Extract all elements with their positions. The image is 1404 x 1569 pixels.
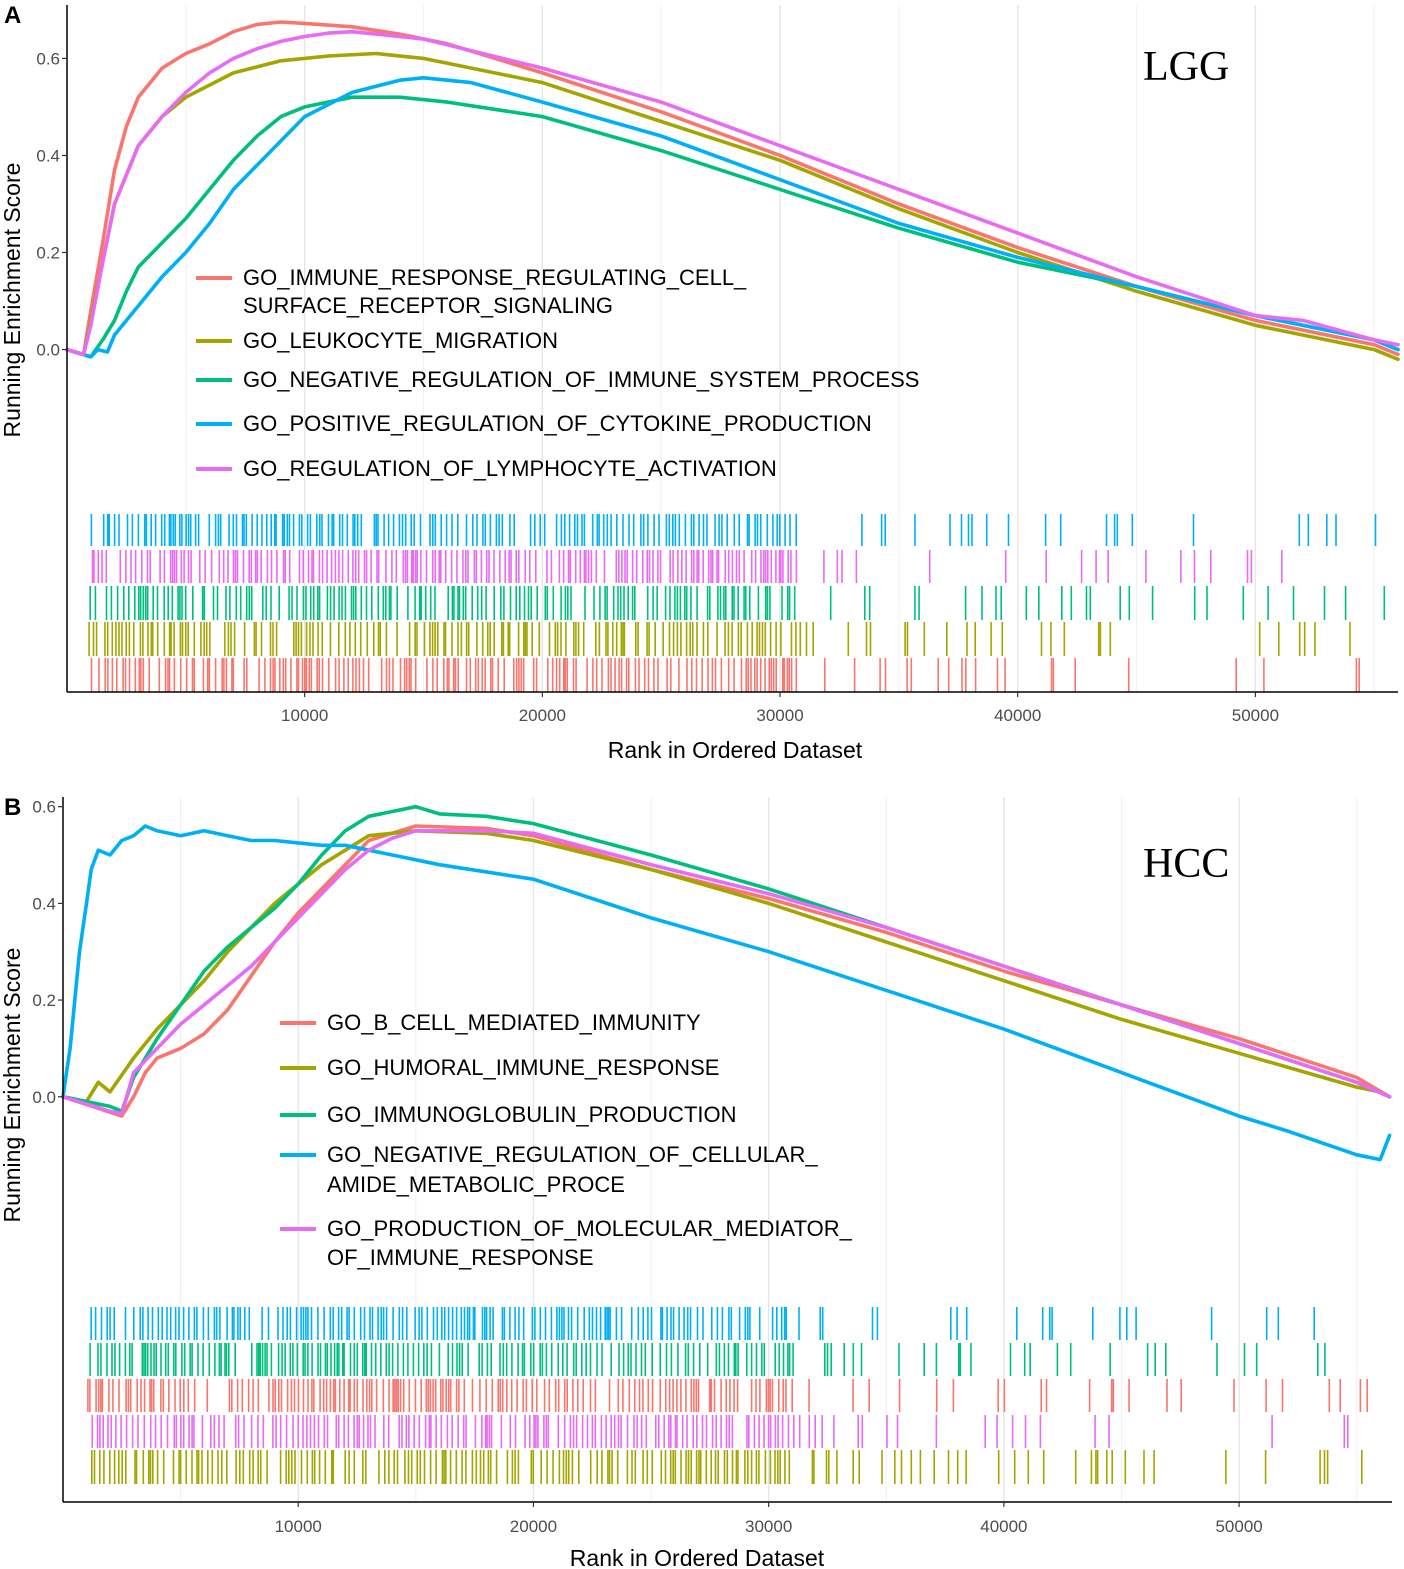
legend-label: GO_POSITIVE_REGULATION_OF_CYTOKINE_PRODU… (243, 411, 872, 436)
panel-a-series (65, 20, 1400, 362)
panel-b-y-tick-label: 0.0 (32, 1088, 56, 1107)
panel-b-y-tick-label: 0.4 (32, 894, 56, 913)
series-line-go-regulation-of-lymphocyte-activation (65, 29, 1400, 357)
legend-label: OF_IMMUNE_RESPONSE (327, 1245, 594, 1270)
panel-a-y-tick-label: 0.6 (36, 49, 60, 68)
panel-b-x-tick-label: 10000 (275, 1517, 322, 1536)
legend-label: GO_IMMUNE_RESPONSE_REGULATING_CELL_ (243, 265, 747, 290)
panel-a-cohort-label: LGG (1143, 44, 1229, 90)
series-line-go-humoral-immune-response (61, 828, 1382, 1104)
legend-label: SURFACE_RECEPTOR_SIGNALING (243, 293, 613, 318)
panel-b-cohort-label: HCC (1143, 841, 1229, 887)
panel-b-x-tick-label: 40000 (980, 1517, 1027, 1536)
panel-a-x-tick-label: 20000 (519, 706, 566, 725)
panel-a-grid (185, 5, 1375, 692)
panel-b-hit-markers (87, 1307, 1368, 1484)
panel-a-x-axis-title: Rank in Ordered Dataset (608, 737, 863, 763)
panel-a-x-tick-label: 10000 (281, 706, 328, 725)
panel-b-ticks: 10000 20000 30000 40000 50000 0.0 0.2 0.4 0.6 (32, 798, 1262, 1536)
panel-b-letter: B (4, 794, 21, 821)
legend-label: GO_LEUKOCYTE_MIGRATION (243, 328, 558, 353)
panel-b-y-tick-label: 0.2 (32, 991, 56, 1010)
panel-a-x-tick-label: 40000 (994, 706, 1041, 725)
panel-b-x-tick-label: 50000 (1215, 1517, 1262, 1536)
panel-b-y-axis-title: Running Enrichment Score (0, 948, 25, 1223)
legend-label: GO_IMMUNOGLOBULIN_PRODUCTION (327, 1102, 737, 1127)
panel-a-y-tick-label: 0.4 (36, 146, 60, 165)
panel-b-series (61, 804, 1392, 1162)
series-line-go-positive-regulation-of-cytokine-production (65, 76, 1400, 359)
panel-a-y-tick-label: 0.2 (36, 244, 60, 263)
legend-label: GO_PRODUCTION_OF_MOLECULAR_MEDIATOR_ (327, 1216, 853, 1241)
series-line-go-negative-regulation-of-immune-system-process (65, 95, 1400, 359)
panel-a-ticks: 10000 20000 30000 40000 50000 0.0 0.2 0.4 0.6 (36, 49, 1279, 725)
legend-label: GO_B_CELL_MEDIATED_IMMUNITY (327, 1010, 701, 1035)
panel-b-x-tick-label: 20000 (510, 1517, 557, 1536)
legend-label: GO_REGULATION_OF_LYMPHOCYTE_ACTIVATION (243, 456, 777, 481)
panel-a-letter: A (4, 2, 21, 29)
legend-label: GO_HUMORAL_IMMUNE_RESPONSE (327, 1055, 719, 1080)
panel-a-hit-markers (88, 514, 1386, 692)
panel-a-y-tick-label: 0.0 (36, 341, 60, 360)
series-line-go-b-cell-mediated-immunity (61, 824, 1392, 1118)
series-line-go-negative-regulation-of-cellular-amide-metabolic-proce (61, 824, 1392, 1162)
legend-label: GO_NEGATIVE_REGULATION_OF_IMMUNE_SYSTEM_… (243, 367, 919, 392)
panel-b-x-axis-title: Rank in Ordered Dataset (570, 1545, 825, 1569)
panel-a-x-tick-label: 50000 (1232, 706, 1279, 725)
legend-label: GO_NEGATIVE_REGULATION_OF_CELLULAR_ (327, 1142, 818, 1167)
panel-b-legend: GO_B_CELL_MEDIATED_IMMUNITY GO_HUMORAL_IM… (280, 1010, 853, 1270)
panel-b-x-tick-label: 30000 (745, 1517, 792, 1536)
series-line-go-production-of-molecular-mediator-of-immune-response (61, 828, 1392, 1116)
panel-a-x-tick-label: 30000 (756, 706, 803, 725)
panel-a-legend: GO_IMMUNE_RESPONSE_REGULATING_CELL_ SURFA… (196, 265, 919, 481)
panel-a-y-axis-title: Running Enrichment Score (0, 163, 25, 438)
panel-b-y-tick-label: 0.6 (32, 798, 56, 817)
series-line-go-immune-response-regulating-cell-surface-receptor-signaling (65, 20, 1400, 357)
legend-label: AMIDE_METABOLIC_PROCE (327, 1172, 625, 1197)
